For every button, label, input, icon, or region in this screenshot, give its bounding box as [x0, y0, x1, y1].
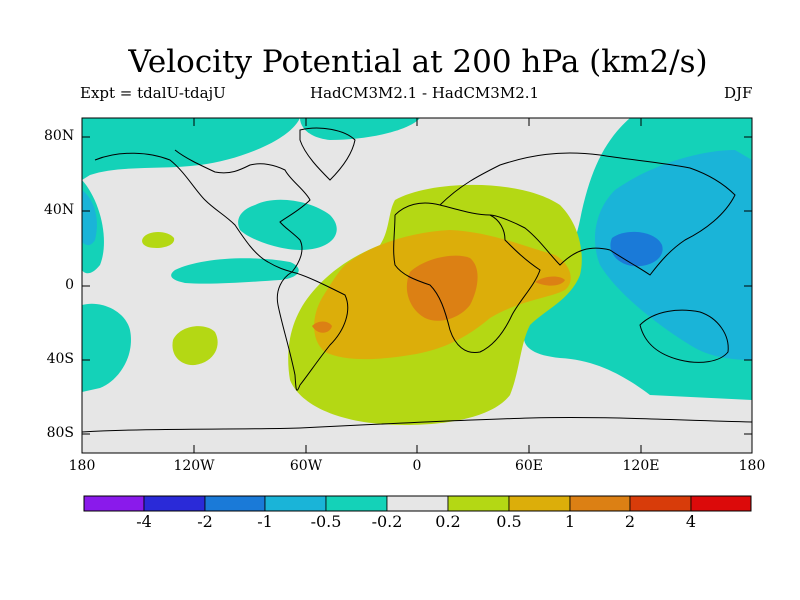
contour-neg-arctic-east [300, 118, 420, 140]
lon-label: 60E [514, 458, 544, 474]
coast-europe-africa [393, 202, 541, 354]
lon-label: 120E [622, 458, 660, 474]
contour-neg-pacific-mod [595, 150, 752, 360]
lat-label: 0 [65, 277, 74, 293]
colorbar-label: -0.5 [310, 512, 342, 531]
contour-neg-arctic [82, 118, 300, 180]
colorbar-box [508, 495, 571, 512]
lat-label: 80N [44, 128, 75, 144]
colorbar-box [264, 495, 327, 512]
contour-neg-pacific-band [171, 258, 299, 284]
coast-australia [639, 309, 729, 363]
colorbar-label: -2 [197, 512, 213, 531]
colorbar-label: 4 [685, 512, 697, 531]
contour-pos-africa-strong [406, 255, 478, 321]
colorbar-box [447, 495, 510, 512]
lon-label: 60W [289, 458, 323, 474]
lat-label: 40N [44, 202, 75, 218]
lon-label: 0 [412, 458, 422, 474]
experiment-label: Expt = tdalU-tdajU [80, 84, 226, 102]
coast-north-america [94, 149, 311, 273]
colorbar-box [629, 495, 692, 512]
coast-greenland [299, 127, 356, 181]
colorbar-label: -0.2 [371, 512, 403, 531]
contour-neg-pacific-strong [610, 231, 663, 267]
coast-south-america [276, 271, 349, 391]
colorbar-label: -1 [257, 512, 273, 531]
contour-neg-sw [82, 303, 131, 392]
season-label: DJF [724, 84, 753, 102]
colorbar-label: 1 [564, 512, 576, 531]
colorbar-label: 0.5 [496, 512, 522, 531]
lat-label: 40S [46, 351, 74, 367]
contour-pos-sa-strong [312, 321, 332, 333]
model-label: HadCM3M2.1 - HadCM3M2.1 [310, 84, 540, 102]
contour-pos-indian-strong [535, 276, 565, 286]
coast-antarctica [82, 416, 752, 433]
coastlines [82, 127, 752, 433]
colorbar-label: -4 [136, 512, 152, 531]
colorbar-box [690, 495, 752, 512]
lat-label: 80S [46, 425, 74, 441]
colorbar-box [143, 495, 206, 512]
colorbar-box [325, 495, 388, 512]
colorbar-frame [83, 495, 752, 512]
coast-eurasia [439, 152, 736, 276]
colorbar-box [569, 495, 631, 512]
colorbar-label: 0.2 [435, 512, 461, 531]
colorbar-label: 2 [624, 512, 636, 531]
axis-ticks [82, 118, 752, 453]
lon-label: 180 [738, 458, 766, 474]
colorbar-box [386, 495, 449, 512]
contour-neg-atlantic [238, 199, 337, 250]
colorbar-box [83, 495, 145, 512]
page-title: Velocity Potential at 200 hPa (km2/s) [128, 44, 708, 80]
colorbar [83, 495, 752, 512]
contour-map [82, 118, 752, 453]
contour-pos-sp-blob [172, 326, 218, 366]
contour-pos-na-blob [142, 232, 175, 248]
colorbar-box [204, 495, 266, 512]
lon-label: 120W [173, 458, 215, 474]
lon-label: 180 [68, 458, 96, 474]
contour-neg-west-edge-strong [82, 190, 97, 246]
